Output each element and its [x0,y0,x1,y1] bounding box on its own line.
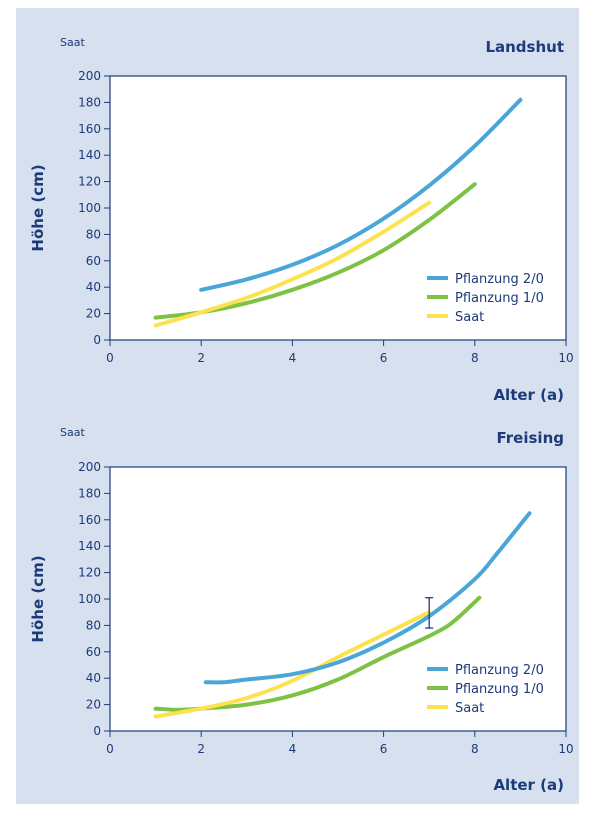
y-tick-label: 200 [78,460,101,474]
corner-label: Saat [60,426,85,439]
y-tick-label: 80 [86,618,101,632]
y-tick-label: 60 [86,645,101,659]
legend: Pflanzung 2/0 Pflanzung 1/0 Saat [427,272,544,325]
y-axis-label: Höhe (cm) [29,164,47,251]
x-tick-label: 6 [380,351,388,365]
y-tick-label: 160 [78,122,101,136]
plot-area [109,466,567,732]
plot-area [109,75,567,341]
series-line-saat [153,610,432,719]
series-line-pflanzung-2-0 [199,97,523,292]
legend-label: Pflanzung 1/0 [455,682,544,697]
y-tick-label: 40 [86,671,101,685]
y-tick-label: 0 [93,333,101,347]
chart-title: Landshut [485,38,564,56]
y-tick-label: 20 [86,307,101,321]
chart-panel: Saat Landshut 0 20 40 60 80 100 120 140 160 180 200 0… [16,8,579,804]
x-tick-label: 2 [197,351,205,365]
y-tick-label: 160 [78,513,101,527]
x-tick-label: 10 [558,742,573,756]
legend-label: Saat [455,701,484,716]
y-tick-label: 60 [86,254,101,268]
y-tick-label: 120 [78,566,101,580]
y-tick-label: 20 [86,698,101,712]
x-tick-label: 6 [380,742,388,756]
chart-landshut: Saat Landshut 0 20 40 60 80 100 120 140 160 180 200 0… [29,36,574,404]
y-tick-label: 100 [78,592,101,606]
x-tick-label: 10 [558,351,573,365]
x-tick-label: 0 [106,351,114,365]
x-tick-label: 4 [289,351,297,365]
y-tick-label: 140 [78,148,101,162]
legend-label: Saat [455,310,484,325]
corner-label: Saat [60,36,85,49]
x-tick-label: 4 [289,742,297,756]
legend-label: Pflanzung 2/0 [455,272,544,287]
legend-label: Pflanzung 2/0 [455,663,544,678]
y-axis-label: Höhe (cm) [29,555,47,642]
x-tick-label: 0 [106,742,114,756]
charts-svg: Saat Landshut0204060801001201401601802000… [29,36,574,794]
x-tick-label: 2 [197,742,205,756]
y-tick-label: 0 [93,724,101,738]
legend: Pflanzung 2/0 Pflanzung 1/0 Saat [427,663,544,716]
y-tick-label: 200 [78,69,101,83]
y-tick-label: 120 [78,175,101,189]
x-tick-label: 8 [471,742,479,756]
chart-title: Freising [497,429,565,447]
y-tick-label: 180 [78,95,101,109]
x-axis-label: Alter (a) [493,386,564,404]
y-tick-label: 100 [78,201,101,215]
chart-freising: Saat Freising 0 20 40 60 80 100 120 140 160 180 200 0… [29,426,574,794]
error-bar [425,597,434,629]
legend-label: Pflanzung 1/0 [455,291,544,306]
y-tick-label: 140 [78,539,101,553]
series-line-pflanzung-2-0 [203,511,532,685]
y-tick-label: 180 [78,486,101,500]
y-tick-label: 80 [86,227,101,241]
x-axis-label: Alter (a) [493,776,564,794]
y-tick-label: 40 [86,280,101,294]
x-tick-label: 8 [471,351,479,365]
series-line-saat [153,200,432,328]
